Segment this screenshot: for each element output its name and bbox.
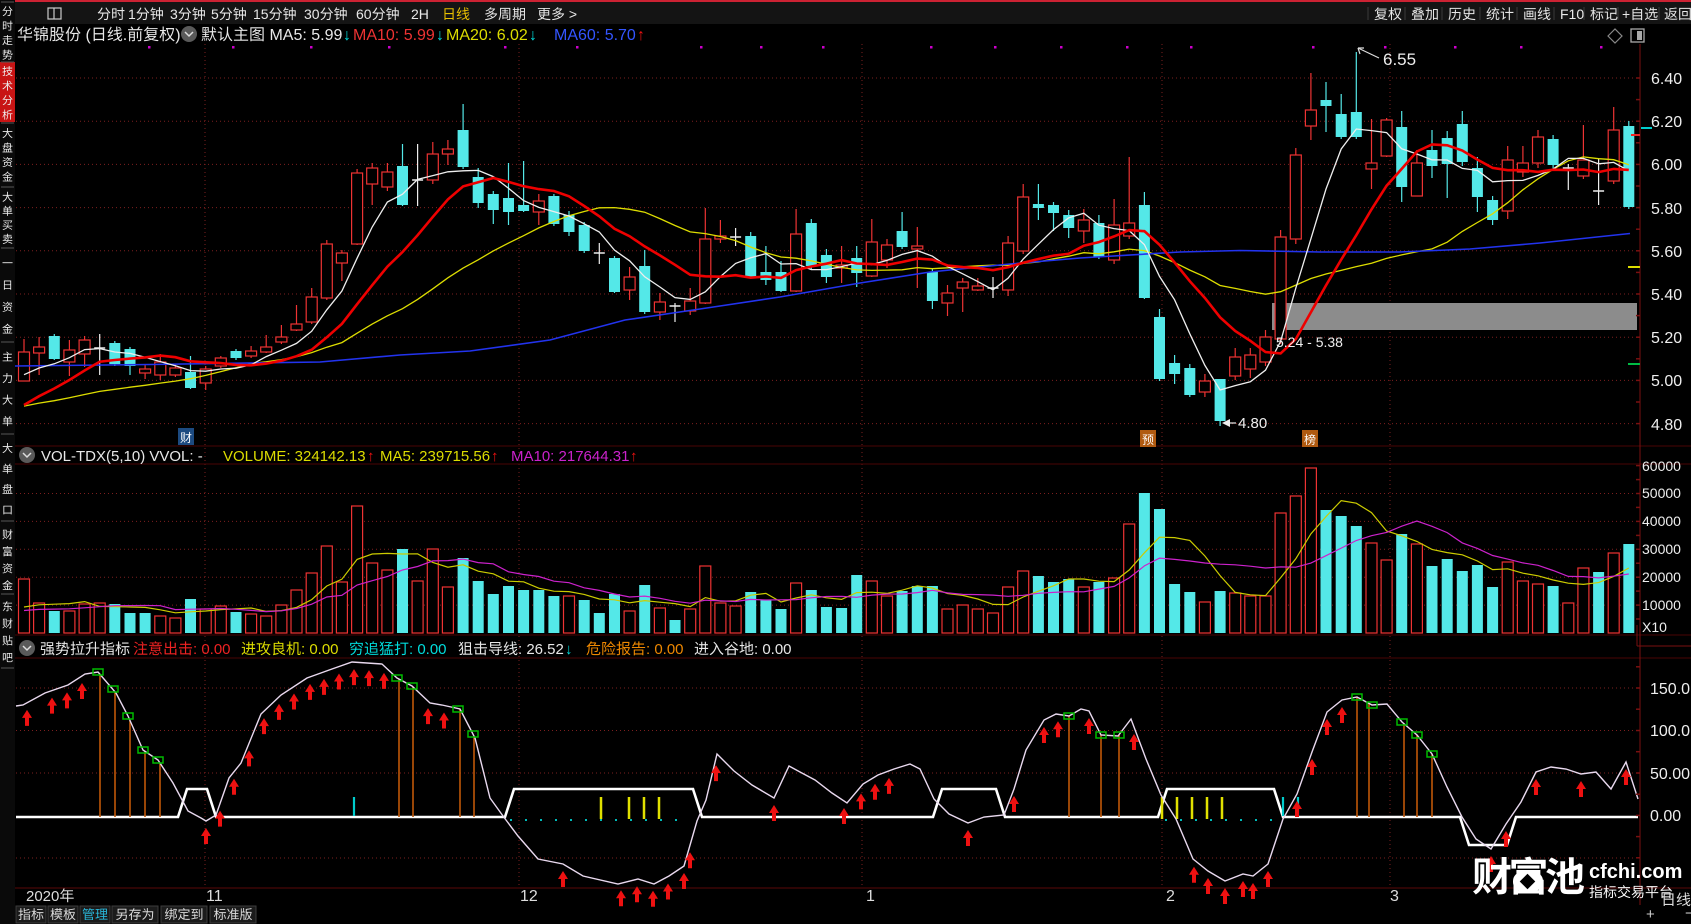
svg-text:20000: 20000 — [1642, 569, 1681, 585]
svg-text:6.40: 6.40 — [1651, 71, 1682, 88]
svg-text:↓: ↓ — [436, 27, 444, 44]
svg-text:60: 60 — [356, 6, 372, 22]
svg-text:5: 5 — [211, 6, 219, 22]
svg-text:6.20: 6.20 — [1651, 114, 1682, 131]
svg-text:50000: 50000 — [1642, 485, 1681, 501]
svg-text:1: 1 — [128, 6, 136, 22]
svg-text:↑: ↑ — [367, 448, 375, 465]
svg-text:5.60: 5.60 — [1651, 244, 1682, 261]
svg-text:50.00: 50.00 — [1650, 766, 1690, 783]
svg-text:MA5: 239715.56: MA5: 239715.56 — [380, 448, 490, 465]
svg-text:1: 1 — [866, 888, 875, 905]
svg-text:MA60: 5.70: MA60: 5.70 — [554, 27, 636, 44]
svg-text:2H: 2H — [411, 6, 429, 22]
svg-text:5.24 - 5.38: 5.24 - 5.38 — [1276, 334, 1343, 350]
svg-text:3: 3 — [170, 6, 178, 22]
svg-text:−: − — [1685, 905, 1691, 922]
svg-text:MA10: 5.99: MA10: 5.99 — [353, 27, 435, 44]
svg-text:+: + — [1646, 906, 1655, 923]
svg-text:↑: ↑ — [630, 448, 638, 465]
svg-text:MA5: 5.99: MA5: 5.99 — [265, 27, 342, 44]
svg-text:4.80: 4.80 — [1238, 415, 1267, 432]
svg-text:F10: F10 — [1560, 6, 1584, 22]
svg-text:.: . — [123, 27, 127, 44]
svg-text:↑: ↑ — [491, 448, 499, 465]
svg-text:2020: 2020 — [26, 888, 59, 905]
svg-text:↓: ↓ — [565, 641, 573, 658]
svg-text:MA10: 217644.31: MA10: 217644.31 — [511, 448, 629, 465]
svg-text:: 0.00: : 0.00 — [301, 641, 339, 658]
svg-text:0.00: 0.00 — [1650, 808, 1681, 825]
svg-text:4.80: 4.80 — [1651, 417, 1682, 434]
svg-text:VOLUME: 324142.13: VOLUME: 324142.13 — [223, 448, 366, 465]
svg-text:: 0.00: : 0.00 — [754, 641, 792, 658]
svg-text:cfchi.com: cfchi.com — [1589, 861, 1682, 883]
svg-text:VOL-TDX(5,10) VVOL: -: VOL-TDX(5,10) VVOL: - — [41, 448, 203, 465]
svg-text:): ) — [175, 27, 180, 44]
svg-text:+: + — [1622, 6, 1630, 22]
svg-text:6.55: 6.55 — [1383, 50, 1416, 69]
svg-text:30: 30 — [304, 6, 320, 22]
svg-text:3: 3 — [1390, 888, 1399, 905]
svg-text:15: 15 — [253, 6, 269, 22]
svg-text:>: > — [565, 6, 577, 22]
svg-text:: 0.00: : 0.00 — [193, 641, 231, 658]
svg-text:30000: 30000 — [1642, 541, 1681, 557]
svg-text:10000: 10000 — [1642, 597, 1681, 613]
svg-text:: 0.00: : 0.00 — [409, 641, 447, 658]
svg-text:6.00: 6.00 — [1651, 157, 1682, 174]
svg-text:5.80: 5.80 — [1651, 201, 1682, 218]
svg-text:5.40: 5.40 — [1651, 287, 1682, 304]
svg-text:60000: 60000 — [1642, 458, 1681, 474]
svg-text:↑: ↑ — [637, 27, 645, 44]
svg-text:5.20: 5.20 — [1651, 330, 1682, 347]
svg-text:↓: ↓ — [529, 27, 537, 44]
svg-text:↓: ↓ — [343, 27, 351, 44]
svg-text:: 26.52: : 26.52 — [518, 641, 564, 658]
svg-text:40000: 40000 — [1642, 513, 1681, 529]
svg-text:100.0: 100.0 — [1650, 723, 1690, 740]
svg-text:5.00: 5.00 — [1651, 373, 1682, 390]
svg-text:11: 11 — [206, 888, 223, 905]
svg-text:X10: X10 — [1642, 619, 1667, 635]
svg-text:12: 12 — [520, 888, 538, 905]
svg-text:: 0.00: : 0.00 — [646, 641, 684, 658]
svg-text:MA20: 6.02: MA20: 6.02 — [446, 27, 528, 44]
svg-text:150.0: 150.0 — [1650, 681, 1690, 698]
svg-text:2: 2 — [1166, 888, 1175, 905]
svg-text:(: ( — [81, 27, 91, 44]
